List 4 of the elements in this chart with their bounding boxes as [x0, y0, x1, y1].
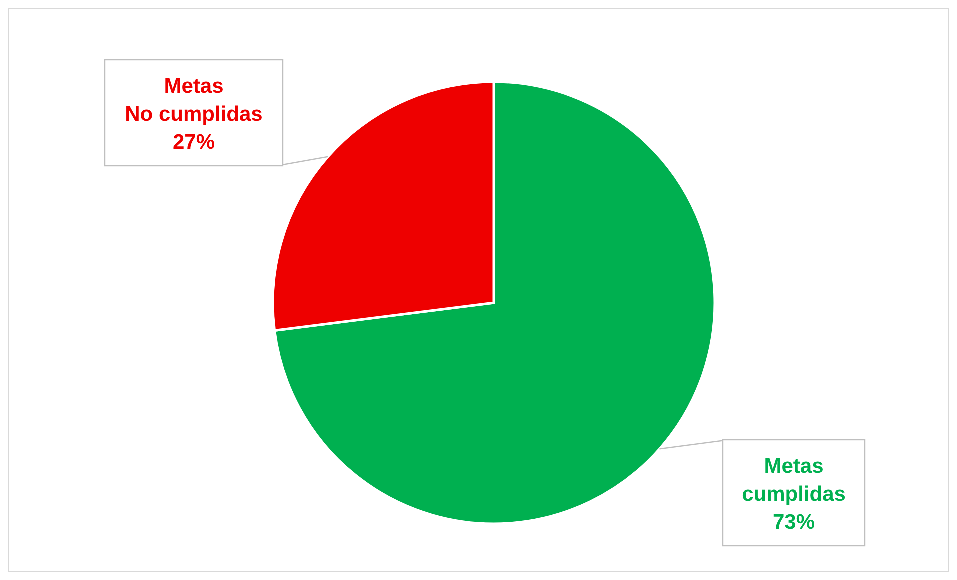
data-label: 27%	[172, 131, 216, 154]
slice-label: Metas cumplidas	[742, 454, 846, 506]
slice-label: Metas No cumplidas	[125, 75, 263, 126]
data-label: 73%	[772, 510, 816, 534]
